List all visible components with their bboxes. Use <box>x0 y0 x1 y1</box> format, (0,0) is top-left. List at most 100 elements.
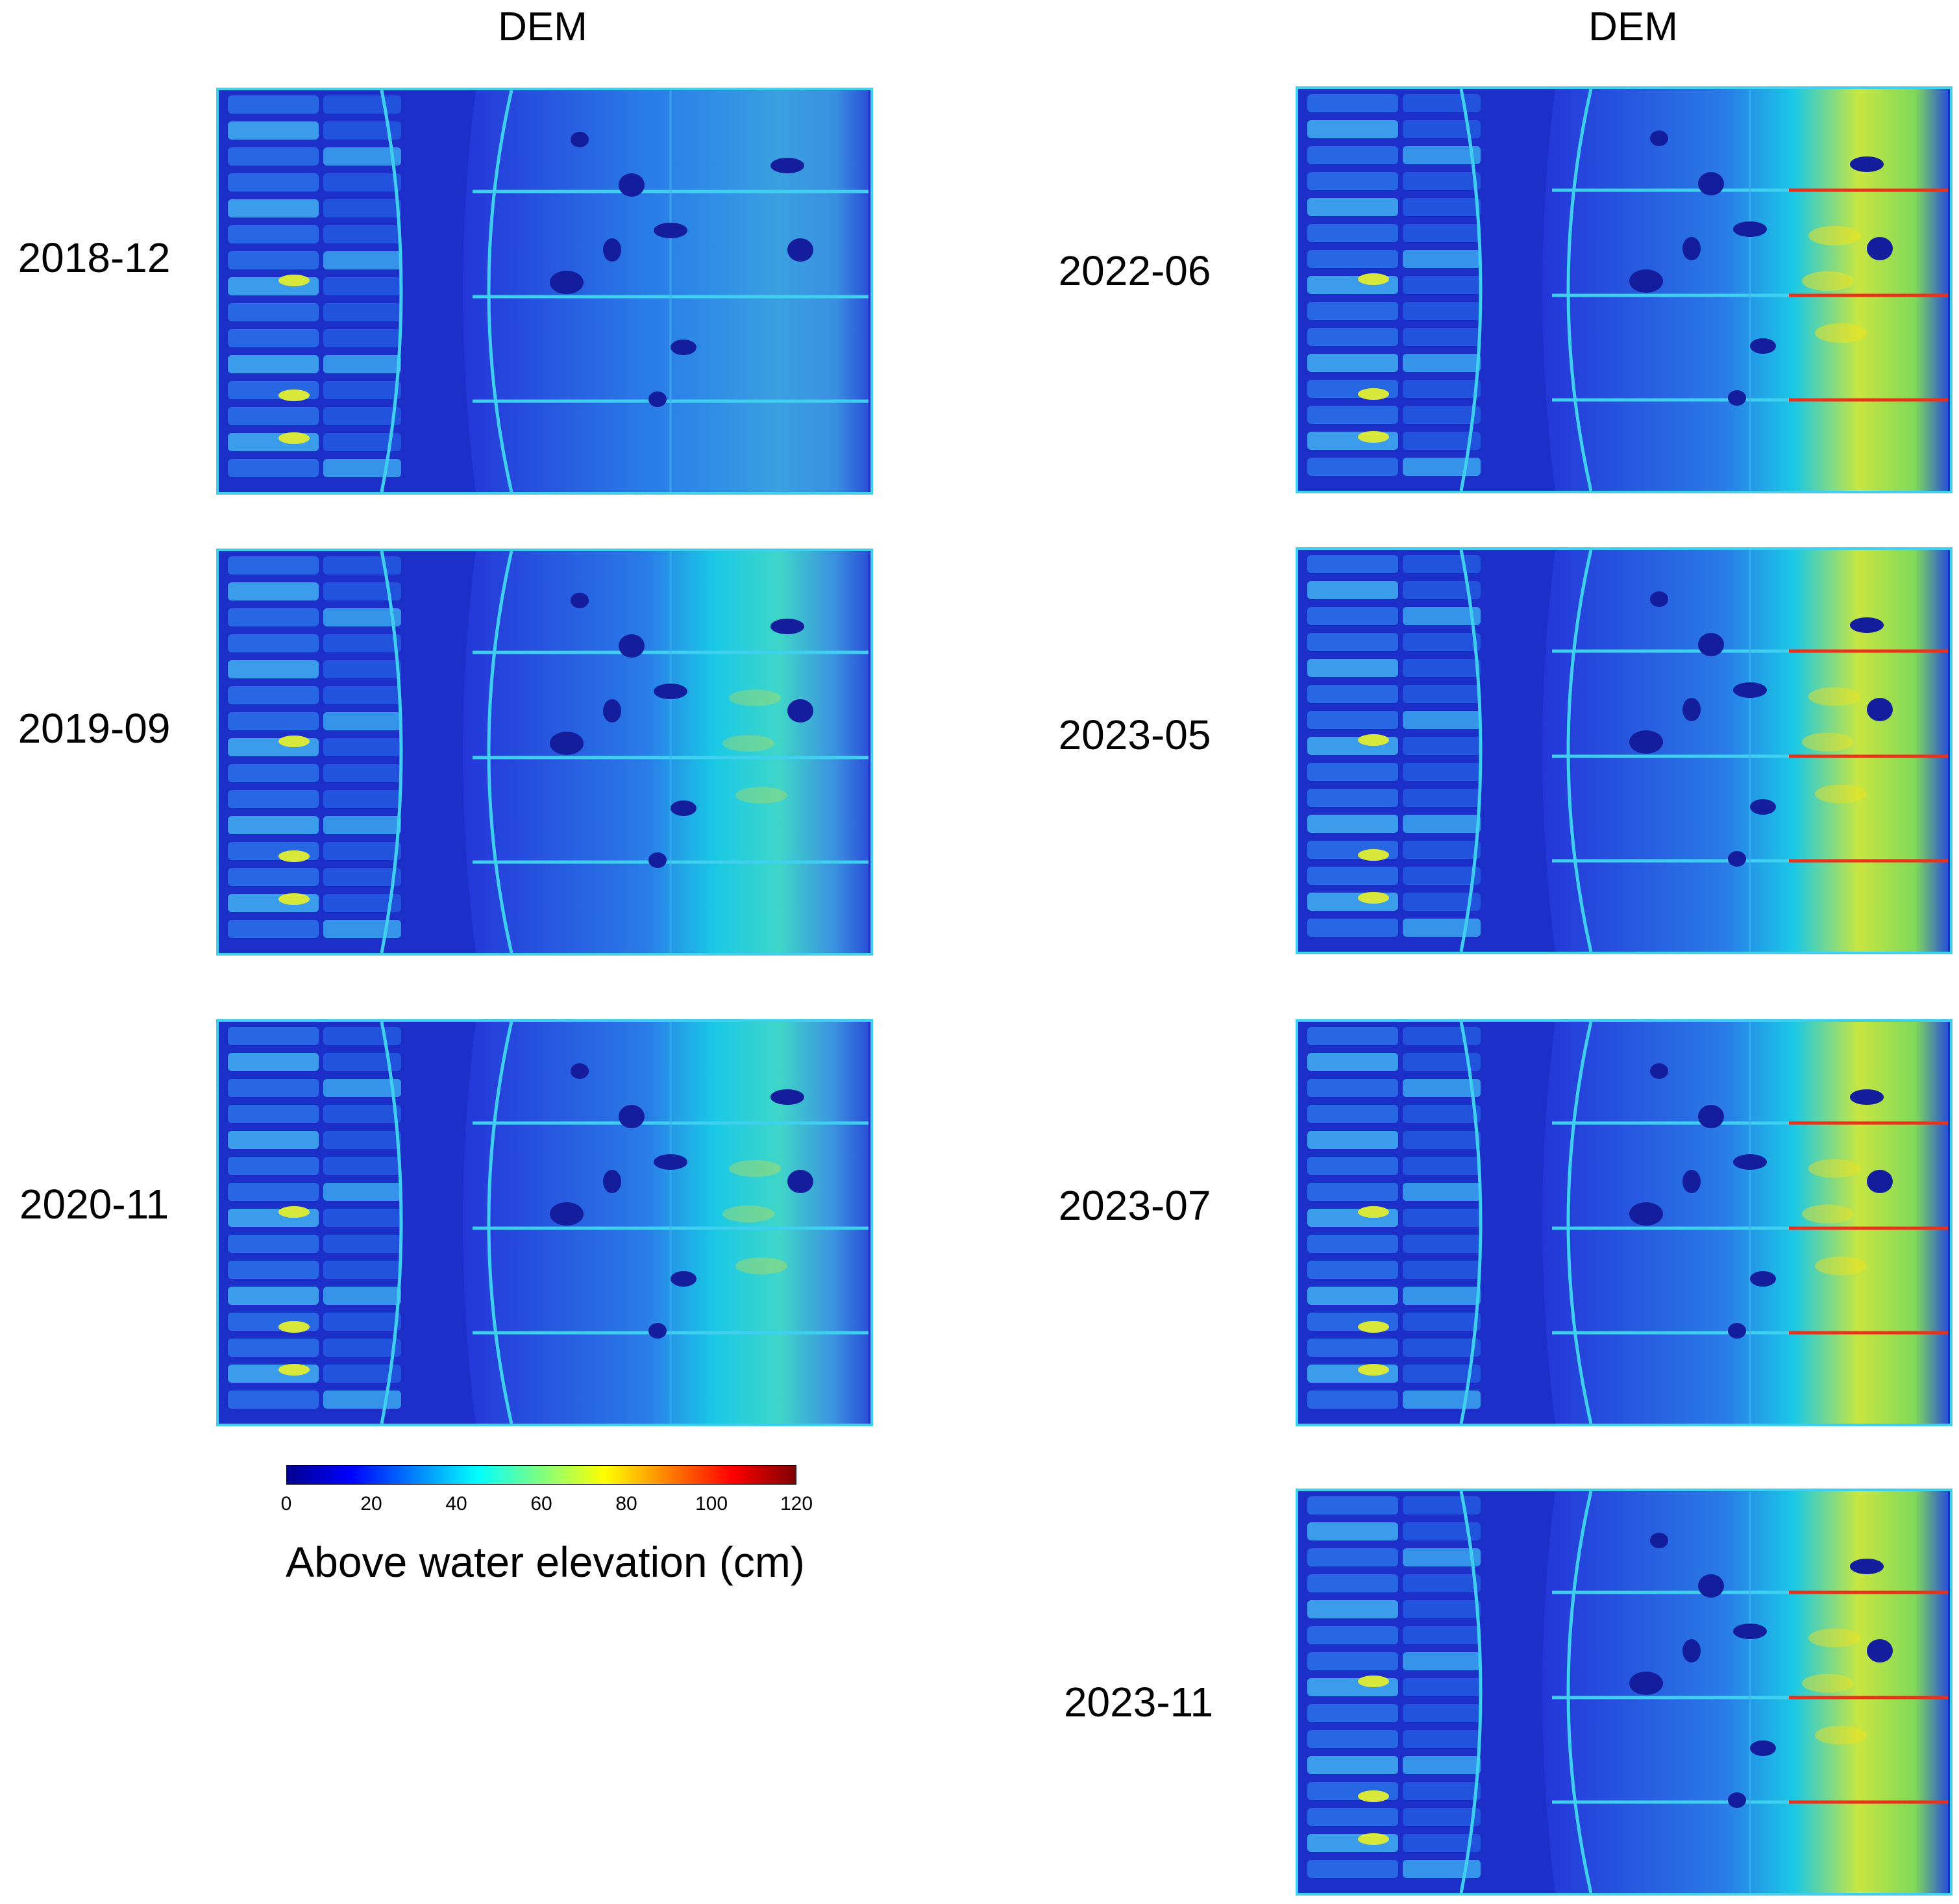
depression <box>1629 730 1663 754</box>
paddy-cell <box>323 1157 401 1175</box>
hotspot <box>1358 388 1389 400</box>
paddy-cell <box>1307 789 1398 807</box>
paddy-cell <box>323 790 401 808</box>
paddy-cell <box>228 173 319 192</box>
elevated-area <box>1802 1204 1854 1224</box>
paddy-cell <box>1403 458 1481 476</box>
paddy-cell <box>228 816 319 834</box>
date-label-2023-11: 2023-11 <box>1063 1679 1214 1725</box>
depression <box>1867 1639 1893 1663</box>
panel-frame <box>216 88 873 495</box>
paddy-cell <box>323 1079 401 1097</box>
paddy-cell <box>1307 1105 1398 1123</box>
paddy-cell <box>323 634 401 652</box>
depression <box>571 1063 589 1079</box>
boundary-curve <box>1459 549 1483 952</box>
paddy-cell <box>228 1079 319 1097</box>
boundary-curve <box>1566 549 1593 952</box>
paddy-cell <box>1403 789 1481 807</box>
paddy-cell <box>1403 328 1481 346</box>
paddy-cell <box>1403 146 1481 164</box>
depression <box>571 132 589 147</box>
depression <box>1698 172 1724 195</box>
hotspot <box>278 1364 310 1376</box>
boundary-curve <box>1459 1490 1483 1894</box>
dem-field <box>1542 89 1948 491</box>
paddy-cell <box>1403 1287 1481 1305</box>
paddy-cell <box>228 1183 319 1201</box>
depression <box>654 684 687 699</box>
paddy-cell <box>1403 841 1481 859</box>
paddy-cell <box>1403 685 1481 703</box>
paddy-cell <box>323 433 401 451</box>
paddy-cell <box>228 329 319 347</box>
paddy-cell <box>1403 1391 1481 1409</box>
paddy-cell <box>1403 1782 1481 1800</box>
depression <box>1728 1323 1746 1339</box>
boundary-curve <box>487 90 513 493</box>
elevated-area <box>1808 225 1860 246</box>
paddy-cell <box>323 816 401 834</box>
paddy-cell <box>1307 1261 1398 1279</box>
paddy-cell <box>1403 1157 1481 1175</box>
colorbar-label: Above water elevation (cm) <box>286 1538 805 1586</box>
depression <box>770 619 804 634</box>
paddy-cell <box>228 1391 319 1409</box>
paddy-cell <box>1403 250 1481 268</box>
hotspot <box>1358 1790 1389 1802</box>
paddy-cell <box>323 251 401 269</box>
elevated-area <box>1808 687 1860 706</box>
paddy-cell <box>1307 555 1398 573</box>
depression <box>619 173 645 197</box>
paddy-cell <box>323 686 401 704</box>
paddy-cell <box>1403 737 1481 755</box>
depression <box>648 1323 667 1339</box>
depression <box>603 699 621 723</box>
dem-map-2023-07 <box>1296 1019 1953 1426</box>
depression <box>1682 237 1701 260</box>
panel-frame <box>1296 547 1953 954</box>
paddy-cell <box>323 894 401 912</box>
paddy-cell <box>323 1235 401 1253</box>
panel-frame <box>1296 1489 1953 1896</box>
dem-field <box>463 1022 869 1424</box>
panel-frame <box>216 1019 873 1426</box>
dem-map-2023-05 <box>1296 547 1953 954</box>
paddy-cell <box>323 1365 401 1383</box>
paddy-cell <box>323 1391 401 1409</box>
hotspot <box>278 1206 310 1218</box>
paddy-cell <box>1307 581 1398 599</box>
paddy-cell <box>1307 1235 1398 1253</box>
dem-svg <box>216 549 873 956</box>
paddy-cell <box>1403 1079 1481 1097</box>
hotspot <box>278 275 310 286</box>
paddy-cell <box>1403 276 1481 294</box>
date-label-2018-12: 2018-12 <box>18 234 171 281</box>
colorbar-tick: 20 <box>360 1493 382 1515</box>
paddy-cell <box>323 1287 401 1305</box>
paddy-cell <box>1403 1261 1481 1279</box>
elevated-area <box>1815 1725 1867 1745</box>
paddy-cell <box>1307 815 1398 833</box>
elevated-area <box>722 735 774 752</box>
depression <box>1650 591 1668 607</box>
hotspot <box>1358 734 1389 746</box>
depression <box>671 340 696 355</box>
depression <box>1850 617 1884 633</box>
depression <box>1698 633 1724 656</box>
paddy-cell <box>1403 1860 1481 1878</box>
paddy-cell <box>323 1027 401 1045</box>
paddy-cell <box>1403 1131 1481 1149</box>
paddy-cell <box>1307 1391 1398 1409</box>
paddy-cell <box>323 1339 401 1357</box>
paddy-cell <box>1403 1678 1481 1696</box>
paddy-cell <box>1403 763 1481 781</box>
paddy-cell <box>228 1235 319 1253</box>
paddy-cell <box>323 556 401 575</box>
depression <box>1867 1170 1893 1193</box>
paddy-cell <box>228 660 319 678</box>
boundary-curve <box>1566 1021 1593 1424</box>
paddy-cell <box>1403 1808 1481 1826</box>
paddy-cell <box>323 764 401 782</box>
paddy-cell <box>1403 354 1481 372</box>
